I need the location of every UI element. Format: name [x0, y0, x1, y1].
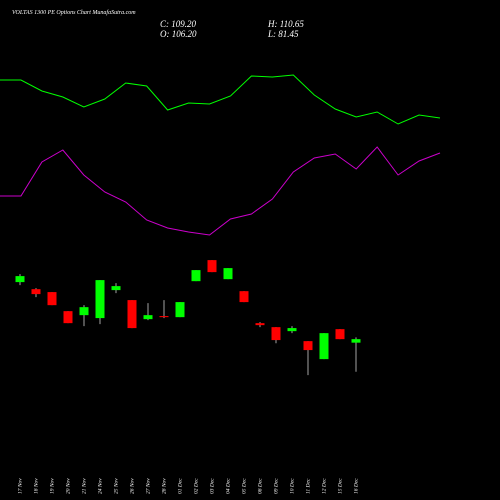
candle-body: [223, 268, 233, 280]
candle-body: [207, 260, 217, 273]
x-tick-label: 20 Nov: [65, 478, 71, 494]
x-tick-label: 05 Dec: [241, 478, 247, 494]
chart-title: VOLTAS 1300 PE Options Chart MunafaSutra…: [12, 9, 136, 16]
open-label: O: 106.20: [160, 29, 197, 39]
candle-body: [239, 291, 249, 303]
x-tick-label: 19 Nov: [49, 478, 55, 494]
x-tick-label: 17 Nov: [17, 478, 23, 494]
candle-body: [31, 289, 41, 295]
low-label: L: 81.45: [267, 29, 299, 39]
candle-body: [335, 329, 345, 340]
x-tick-label: 25 Nov: [113, 478, 119, 494]
x-tick-label: 09 Dec: [273, 478, 279, 494]
x-tick-label: 02 Dec: [193, 478, 199, 494]
x-tick-label: 24 Nov: [96, 478, 103, 494]
candle-body: [63, 311, 73, 324]
candle-body: [191, 270, 201, 282]
candle-body: [95, 280, 105, 319]
x-tick-label: 03 Dec: [209, 478, 215, 494]
x-tick-label: 15 Dec: [337, 478, 343, 494]
candle-body: [127, 300, 137, 329]
candle-body: [47, 292, 57, 306]
candle-body: [351, 339, 361, 343]
candle-body: [271, 327, 281, 341]
x-tick-label: 27 Nov: [145, 478, 151, 494]
x-tick-label: 28 Nov: [161, 478, 167, 494]
candle-body: [15, 276, 25, 283]
candle-body: [303, 341, 313, 351]
x-tick-label: 01 Dec: [177, 478, 183, 494]
candle-body: [319, 333, 329, 360]
x-tick-label: 10 Dec: [289, 478, 295, 494]
x-tick-label: 21 Nov: [81, 478, 87, 494]
high-label: H: 110.65: [267, 19, 304, 29]
x-tick-label: 16 Dec: [353, 478, 359, 494]
indicator-line: [0, 146, 441, 236]
candle-body: [159, 316, 169, 318]
indicator-line: [0, 74, 441, 125]
candle-body: [255, 323, 265, 326]
candle-body: [175, 302, 185, 318]
x-tick-label: 04 Dec: [224, 478, 231, 494]
close-label: C: 109.20: [160, 19, 197, 29]
candle-body: [79, 307, 89, 316]
x-tick-label: 26 Nov: [129, 478, 135, 494]
x-tick-label: 11 Dec: [305, 478, 311, 494]
x-tick-label: 18 Nov: [33, 478, 39, 494]
x-tick-label: 12 Dec: [321, 478, 327, 494]
candle-body: [111, 286, 121, 291]
candle-body: [143, 315, 153, 320]
x-tick-label: 08 Dec: [257, 478, 263, 494]
candle-body: [287, 328, 297, 332]
